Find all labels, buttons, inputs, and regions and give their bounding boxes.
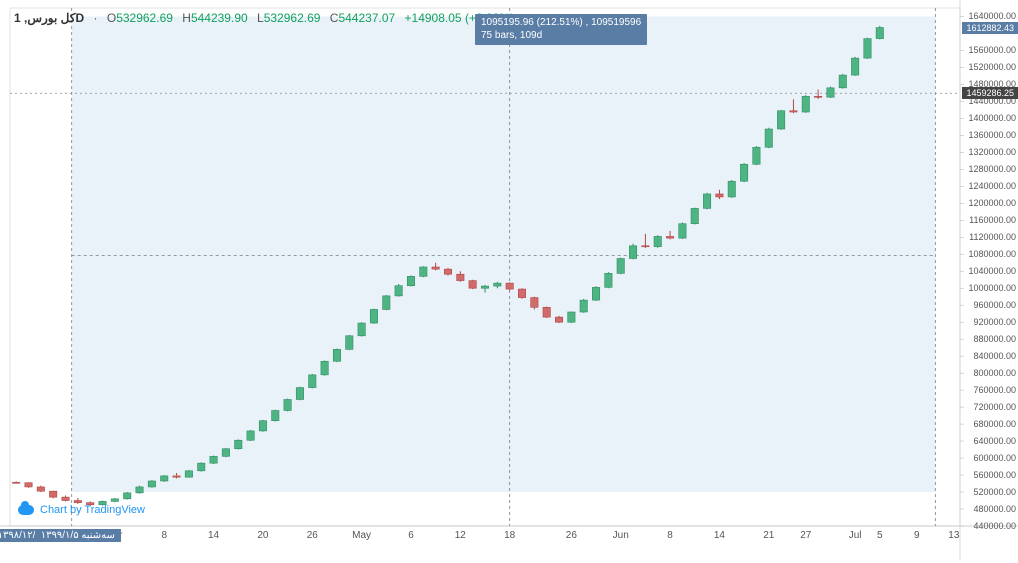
y-tick: 1360000.00 <box>968 130 1016 140</box>
y-tick: 680000.00 <box>973 419 1016 429</box>
y-tick: 600000.00 <box>973 453 1016 463</box>
symbol-label: کل بورس, 1D <box>14 11 84 25</box>
y-tick: 1080000.00 <box>968 249 1016 259</box>
x-tick: 20 <box>257 530 268 541</box>
x-tick: 8 <box>667 530 673 541</box>
y-tick: 760000.00 <box>973 385 1016 395</box>
y-tick: 1120000.00 <box>969 232 1016 242</box>
y-tick: 1240000.00 <box>968 181 1016 191</box>
y-tick: 1560000.00 <box>968 45 1016 55</box>
x-tick: 14 <box>208 530 219 541</box>
y-tick: 1040000.00 <box>968 266 1016 276</box>
y-tick: 560000.00 <box>973 470 1016 480</box>
y-tick: 1400000.00 <box>968 113 1016 123</box>
cloud-icon <box>18 505 34 515</box>
y-tick: 640000.00 <box>973 436 1016 446</box>
y-badge: 1459286.25 <box>962 87 1018 99</box>
y-tick: 1320000.00 <box>968 147 1016 157</box>
y-tick: 960000.00 <box>973 300 1016 310</box>
measure-tooltip: 1095195.96 (212.51%) , 109519596 75 bars… <box>475 14 647 45</box>
y-tick: 840000.00 <box>973 351 1016 361</box>
y-tick: 920000.00 <box>973 317 1016 327</box>
y-tick: 1520000.00 <box>968 62 1016 72</box>
x-tick: 6 <box>408 530 414 541</box>
y-tick: 880000.00 <box>973 334 1016 344</box>
x-tick: Jul <box>849 530 862 541</box>
x-tick: 5 <box>877 530 883 541</box>
x-tick: 18 <box>504 530 515 541</box>
y-tick: 440000.00 <box>973 521 1016 531</box>
x-badge: سه‌شنبه ۱۳۹۹/۱/۵ <box>35 529 121 542</box>
x-tick: Jun <box>613 530 629 541</box>
y-tick: 1000000.00 <box>968 283 1016 293</box>
x-tick: 13 <box>948 530 959 541</box>
x-tick: 8 <box>161 530 167 541</box>
tradingview-watermark[interactable]: Chart by TradingView <box>18 504 145 516</box>
y-badge: 1612882.43 <box>962 22 1018 34</box>
x-tick: 26 <box>307 530 318 541</box>
x-tick: 21 <box>763 530 774 541</box>
x-tick: 12 <box>455 530 466 541</box>
x-tick: 26 <box>566 530 577 541</box>
y-tick: 1640000.00 <box>968 11 1016 21</box>
candlestick-chart[interactable]: کل بورس, 1D · O532962.69 H544239.90 L532… <box>0 0 1018 560</box>
watermark-text: Chart by TradingView <box>40 504 145 516</box>
y-tick: 1200000.00 <box>968 198 1016 208</box>
y-tick: 720000.00 <box>973 402 1016 412</box>
y-tick: 1160000.00 <box>969 215 1016 225</box>
y-tick: 520000.00 <box>973 487 1016 497</box>
x-tick: 14 <box>714 530 725 541</box>
x-tick: May <box>352 530 371 541</box>
x-tick: 9 <box>914 530 920 541</box>
y-tick: 480000.00 <box>973 504 1016 514</box>
y-tick: 800000.00 <box>973 368 1016 378</box>
x-tick: 27 <box>800 530 811 541</box>
ohlc-summary: کل بورس, 1D · O532962.69 H544239.90 L532… <box>14 11 514 25</box>
y-tick: 1280000.00 <box>968 164 1016 174</box>
